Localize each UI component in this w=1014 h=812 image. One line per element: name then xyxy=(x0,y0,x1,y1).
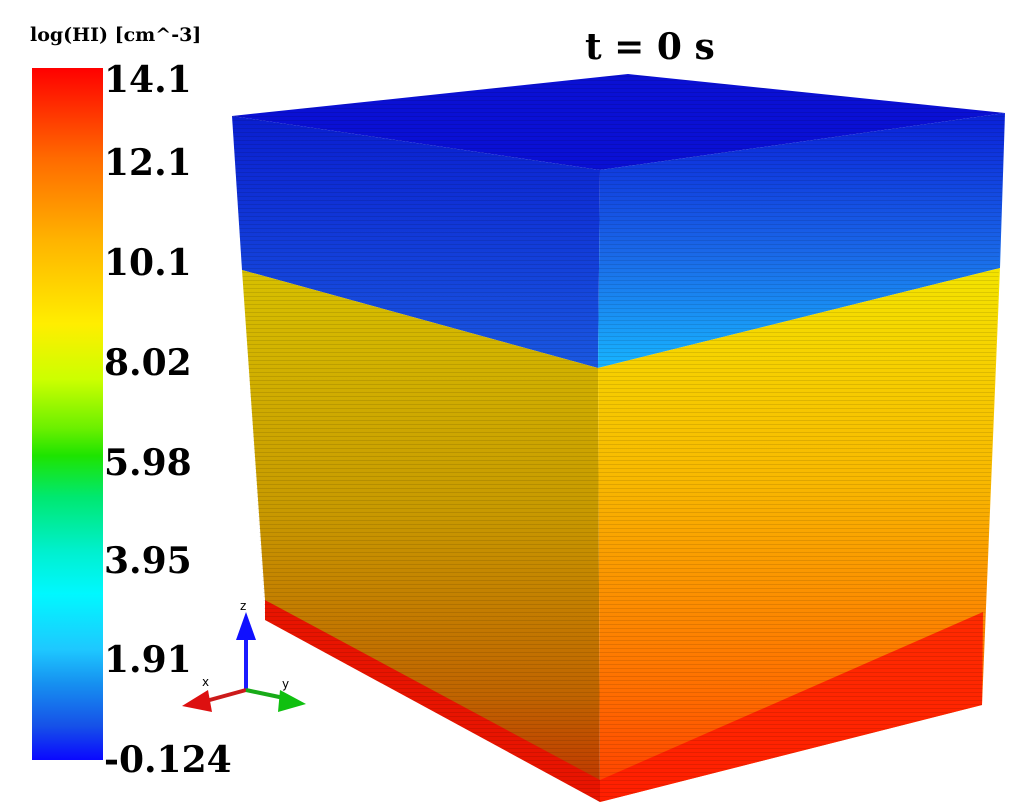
colorbar-tick-label: 14.1 xyxy=(104,59,192,101)
colorbar-tick-label: 3.95 xyxy=(104,540,192,582)
x-axis-label: x xyxy=(202,675,209,689)
colorbar-tick-label: 10.1 xyxy=(104,242,192,284)
time-label: t = 0 s xyxy=(585,26,715,68)
colorbar-tick-label: 12.1 xyxy=(104,142,192,184)
colorbar-tick-label: 5.98 xyxy=(104,442,192,484)
x-axis-arrow-icon xyxy=(182,690,212,712)
y-axis-arrow-icon xyxy=(278,690,306,712)
colorbar-tick-label: 8.02 xyxy=(104,342,192,384)
colorbar-tick-label: 1.91 xyxy=(104,639,192,681)
colorbar-title: log(HI) [cm^-3] xyxy=(30,24,202,46)
z-axis-arrow-icon xyxy=(236,612,256,640)
y-axis-label: y xyxy=(282,677,289,691)
orientation-axes: x y z xyxy=(182,599,306,712)
colorbar xyxy=(32,68,103,760)
z-axis-label: z xyxy=(240,599,246,613)
colorbar-tick-label: -0.124 xyxy=(104,739,232,781)
